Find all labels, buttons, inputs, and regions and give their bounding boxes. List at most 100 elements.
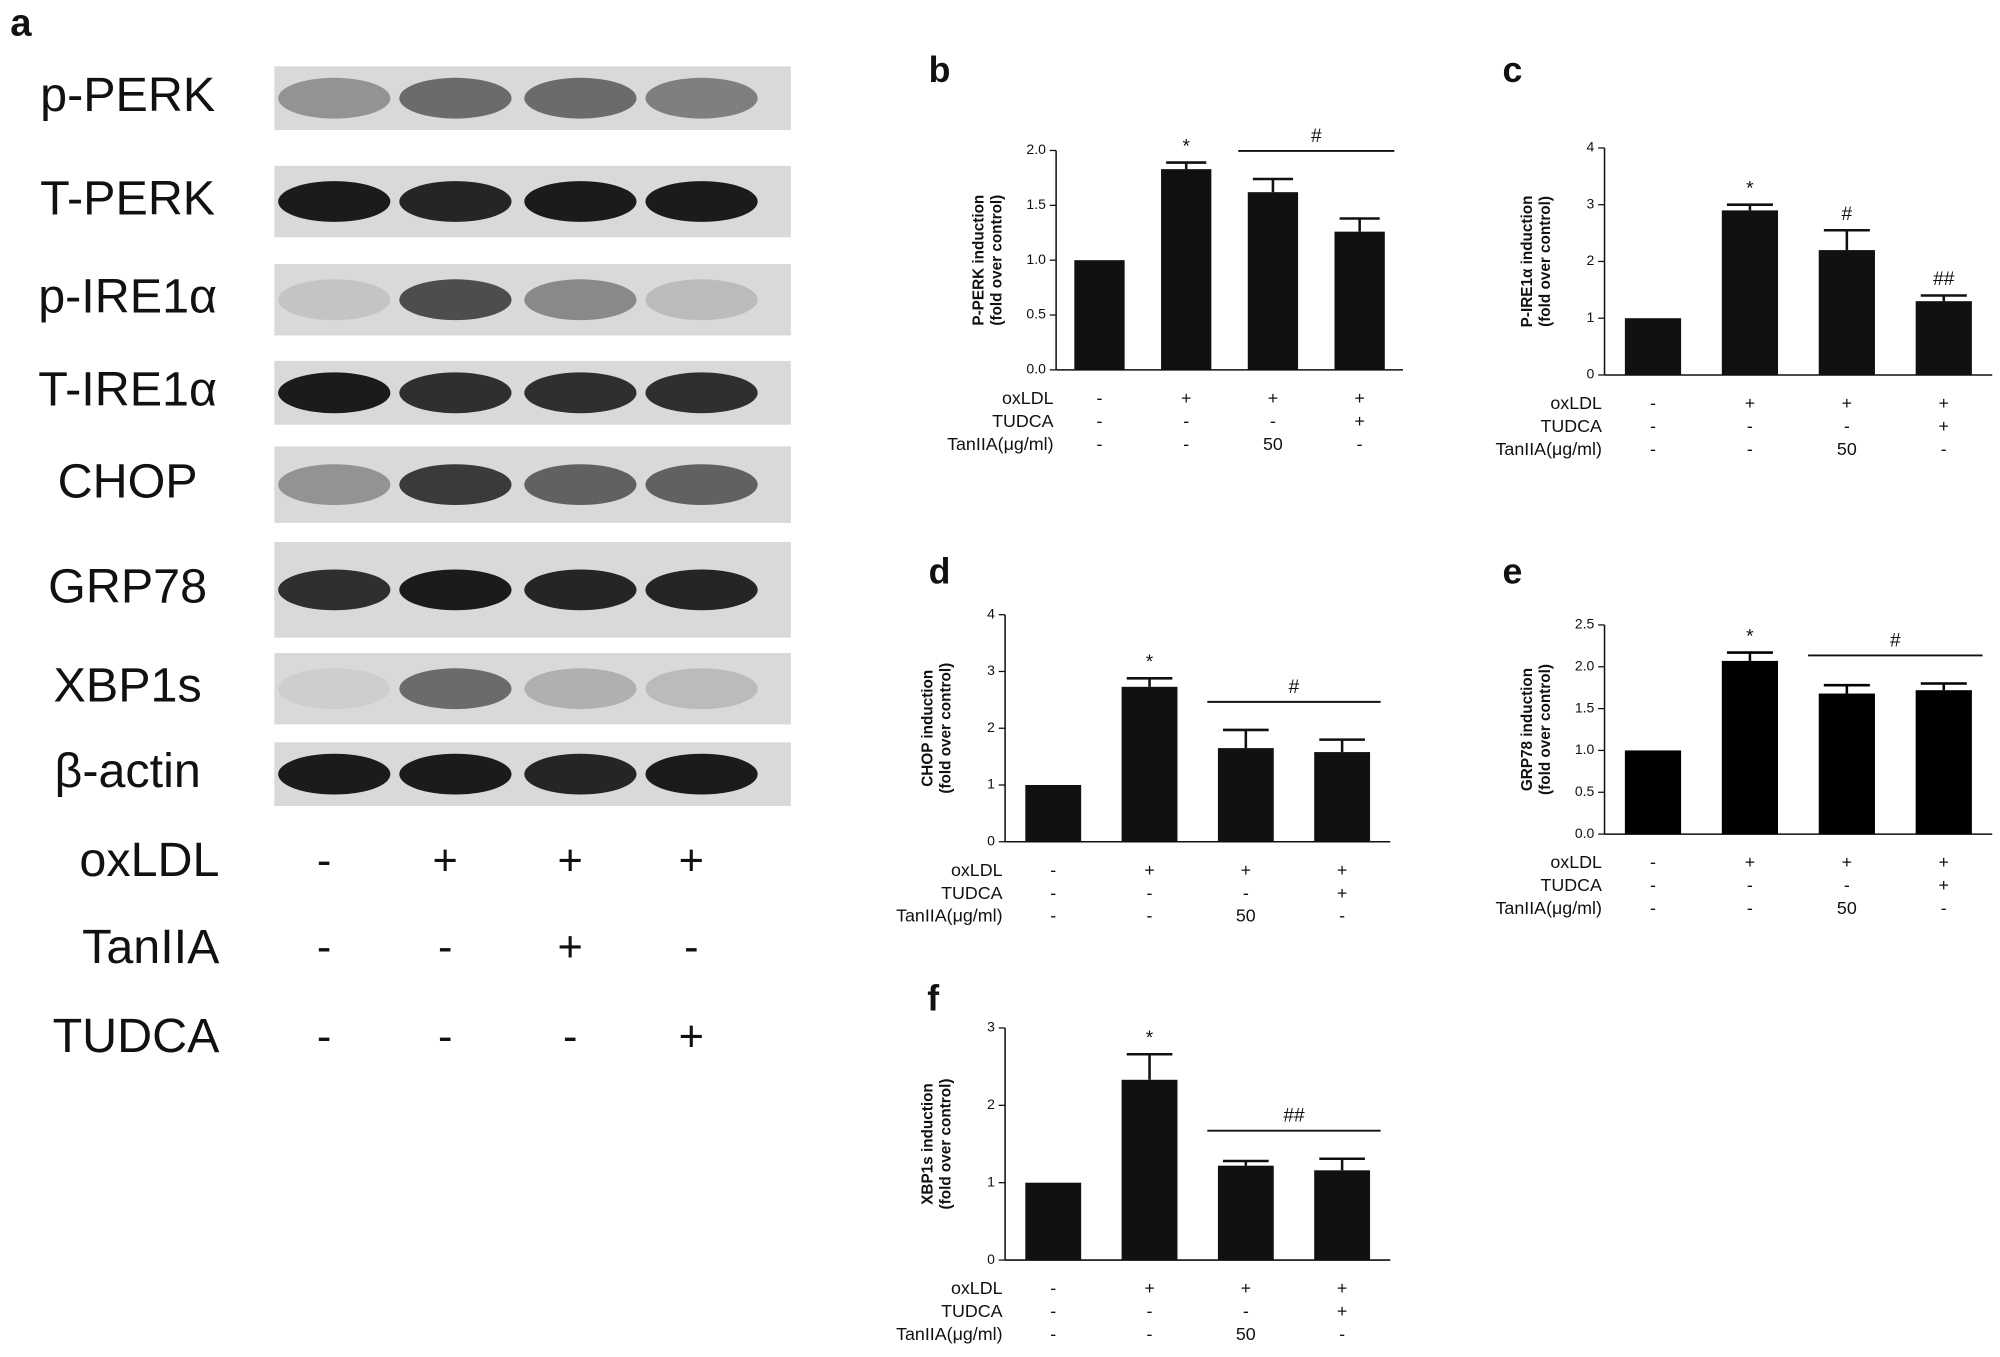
treatment-sign: - <box>1050 906 1056 926</box>
treatment-sign: + <box>1337 860 1347 880</box>
treatment-label: TanIIA(μg/ml) <box>896 1324 1002 1344</box>
treatment-sign: - <box>1747 439 1753 459</box>
panel-label: c <box>1502 50 1522 90</box>
error-bar <box>1319 1157 1365 1171</box>
significance-label: * <box>1746 178 1754 199</box>
y-tick-label: 2 <box>987 719 995 735</box>
protein-label: XBP1s <box>54 658 202 712</box>
bar <box>1721 210 1779 375</box>
treatment-sign: - <box>1270 411 1276 431</box>
y-axis-label: P-IRE1α induction <box>1519 196 1536 328</box>
treatment-sign: - <box>1183 434 1189 454</box>
treatment-label: TUDCA <box>941 1301 1003 1321</box>
treatment-label: oxLDL <box>1002 388 1054 408</box>
treatment-sign: - <box>1183 411 1189 431</box>
blot-band <box>645 464 758 506</box>
treatment-sign: - <box>317 1013 331 1061</box>
significance-label: ## <box>1283 1106 1305 1127</box>
treatment-sign: - <box>1339 906 1345 926</box>
error-bar <box>1823 683 1870 694</box>
treatment-label: TanIIA(μg/ml) <box>1496 439 1602 459</box>
y-axis-label: (fold over control) <box>988 195 1005 326</box>
significance-label: * <box>1746 626 1754 647</box>
treatment-sign: - <box>1243 883 1249 903</box>
significance-label: # <box>1890 630 1901 651</box>
y-tick-label: 4 <box>1587 139 1595 155</box>
treatment-label: TUDCA <box>1541 875 1603 895</box>
treatment-sign: + <box>1745 393 1755 413</box>
significance-label: # <box>1289 677 1300 698</box>
bar <box>1025 784 1082 842</box>
y-tick-label: 1 <box>987 776 995 792</box>
y-tick-label: 0.5 <box>1026 306 1046 322</box>
treatment-label: oxLDL <box>79 833 219 887</box>
treatment-sign: + <box>1842 852 1852 872</box>
blot-band <box>399 668 512 710</box>
significance-label: # <box>1842 204 1853 225</box>
treatment-label: TanIIA <box>82 920 220 974</box>
y-tick-label: 2 <box>987 1096 995 1112</box>
treatment-sign: - <box>1650 898 1656 918</box>
bar <box>1217 1165 1274 1261</box>
treatment-label: TanIIA(μg/ml) <box>896 906 1002 926</box>
error-bar <box>1823 228 1870 251</box>
treatment-sign: + <box>1354 411 1364 431</box>
bar <box>1025 1182 1082 1261</box>
treatment-sign: - <box>1050 1324 1056 1344</box>
protein-label: p-IRE1α <box>38 270 217 324</box>
y-axis-label: (fold over control) <box>937 1079 954 1210</box>
treatment-label: TanIIA(μg/ml) <box>1496 898 1602 918</box>
treatment-sign: - <box>1147 1301 1153 1321</box>
y-tick-label: 1.0 <box>1575 741 1595 757</box>
treatment-label: TUDCA <box>941 883 1003 903</box>
treatment-sign: + <box>1939 852 1949 872</box>
protein-label: T-IRE1α <box>38 363 217 417</box>
treatment-sign: - <box>1941 898 1947 918</box>
treatment-sign: - <box>684 924 698 972</box>
y-tick-label: 2.0 <box>1575 657 1595 673</box>
blot-strip <box>274 652 791 725</box>
y-tick-label: 0.5 <box>1575 783 1595 799</box>
treatment-sign: - <box>1941 439 1947 459</box>
blot-band <box>399 279 512 321</box>
treatment-sign: + <box>433 837 458 885</box>
treatment-sign: - <box>1243 1301 1249 1321</box>
error-bar <box>1252 177 1293 193</box>
blot-band <box>399 569 512 611</box>
treatment-sign: + <box>1337 1301 1347 1321</box>
blot-band <box>278 753 391 795</box>
y-axis-label: GRP78 induction <box>1519 668 1536 791</box>
blot-band <box>645 668 758 710</box>
significance-label: * <box>1146 1028 1154 1049</box>
blot-band <box>524 77 637 119</box>
y-tick-label: 1.5 <box>1026 196 1046 212</box>
treatment-sign: + <box>1144 860 1154 880</box>
treatment-sign: - <box>1147 906 1153 926</box>
treatment-sign: - <box>438 1013 452 1061</box>
treatment-sign: - <box>438 924 452 972</box>
treatment-sign: - <box>1650 393 1656 413</box>
treatment-sign: - <box>1097 411 1103 431</box>
error-bar <box>1126 677 1173 687</box>
treatment-sign: 50 <box>1236 1324 1256 1344</box>
treatment-sign: 50 <box>1236 906 1256 926</box>
bar <box>1624 318 1682 375</box>
bar <box>1161 169 1212 370</box>
bar <box>1818 693 1875 835</box>
treatment-sign: + <box>558 924 583 972</box>
treatment-sign: - <box>1147 1324 1153 1344</box>
treatment-sign: - <box>1650 875 1656 895</box>
treatment-sign: - <box>1747 416 1753 436</box>
y-tick-label: 3 <box>987 662 995 678</box>
treatment-sign: - <box>1097 388 1103 408</box>
treatment-sign: - <box>1050 1301 1056 1321</box>
blot-band <box>524 279 637 321</box>
bar <box>1334 231 1385 370</box>
blot-band <box>645 753 758 795</box>
treatment-sign: + <box>1241 860 1251 880</box>
error-bar <box>1920 294 1967 302</box>
blot-band <box>399 181 512 222</box>
blot-band <box>278 181 391 222</box>
error-bar <box>1726 203 1773 211</box>
